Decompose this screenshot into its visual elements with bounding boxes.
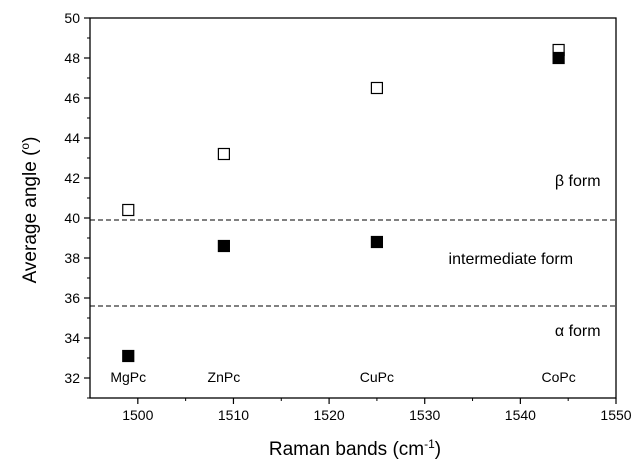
compound-label: CoPc xyxy=(542,369,576,385)
x-axis-title: Raman bands (cm-1) xyxy=(269,437,441,460)
form-annotation: α form xyxy=(555,323,601,340)
filled-square-point xyxy=(122,349,135,363)
form-annotation: intermediate form xyxy=(449,251,574,268)
x-tick-label: 1540 xyxy=(505,407,536,423)
y-tick-label: 32 xyxy=(64,370,80,386)
y-tick-label: 48 xyxy=(64,50,80,66)
compound-label: ZnPc xyxy=(208,369,241,385)
y-tick-label: 42 xyxy=(64,170,80,186)
x-tick-label: 1530 xyxy=(409,407,440,423)
filled-square-point xyxy=(217,239,230,253)
x-tick-label: 1550 xyxy=(600,407,631,423)
x-tick-label: 1520 xyxy=(314,407,345,423)
y-tick-label: 36 xyxy=(64,290,80,306)
y-tick-label: 38 xyxy=(64,250,80,266)
y-tick-label: 44 xyxy=(64,130,80,146)
open-square-point xyxy=(122,203,135,217)
y-tick-label: 34 xyxy=(64,330,80,346)
compound-label: CuPc xyxy=(360,369,394,385)
filled-square-point xyxy=(552,51,565,65)
open-square-point xyxy=(370,81,384,95)
y-tick-label: 50 xyxy=(64,10,80,26)
x-tick-label: 1510 xyxy=(218,407,249,423)
y-tick-label: 46 xyxy=(64,90,80,106)
x-tick-label: 1500 xyxy=(122,407,153,423)
compound-label: MgPc xyxy=(110,369,146,385)
open-square-point xyxy=(217,147,230,161)
filled-square-point xyxy=(370,235,384,249)
plot-area-frame xyxy=(89,17,617,399)
form-annotation: β form xyxy=(555,173,601,190)
y-tick-label: 40 xyxy=(64,210,80,226)
y-axis-title: Average angle (o) xyxy=(18,137,41,284)
